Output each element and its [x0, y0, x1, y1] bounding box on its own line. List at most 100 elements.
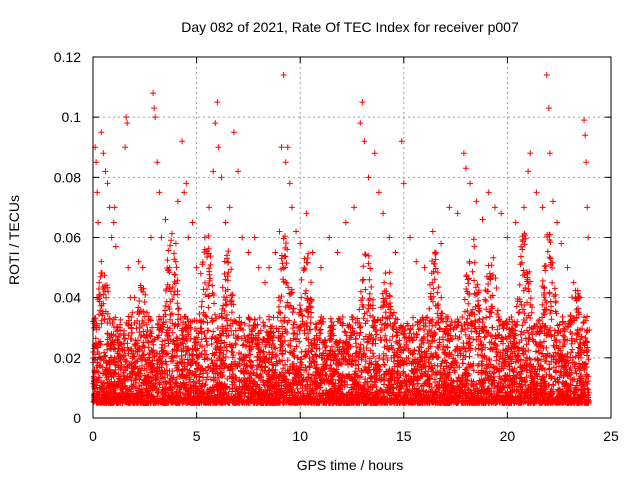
data-point — [438, 294, 445, 301]
data-point — [212, 120, 219, 127]
data-point — [333, 356, 340, 363]
data-point — [522, 335, 529, 342]
data-point — [342, 219, 349, 226]
data-point — [93, 159, 100, 166]
data-point — [491, 204, 498, 211]
data-point — [215, 144, 222, 151]
data-point — [183, 180, 190, 187]
data-point — [203, 338, 210, 345]
data-point — [364, 339, 371, 346]
data-point — [519, 322, 526, 329]
data-point — [202, 335, 209, 342]
data-point — [291, 319, 298, 326]
data-point — [382, 270, 389, 277]
data-point — [228, 266, 235, 273]
data-point — [548, 303, 555, 310]
data-point — [371, 150, 378, 157]
data-point — [549, 264, 556, 271]
data-marks — [90, 72, 593, 406]
data-point — [581, 117, 588, 124]
data-point — [461, 296, 468, 303]
data-point — [125, 264, 132, 271]
data-point — [413, 258, 420, 265]
data-point — [185, 234, 192, 241]
data-point — [95, 219, 102, 226]
data-point — [392, 249, 399, 256]
data-point — [527, 150, 534, 157]
data-point — [366, 276, 373, 283]
data-point — [201, 354, 208, 361]
data-point — [504, 234, 511, 241]
data-point — [309, 371, 316, 378]
data-point — [482, 333, 489, 340]
data-point — [201, 347, 208, 354]
data-point — [455, 335, 462, 342]
data-point — [471, 277, 477, 284]
data-point — [389, 333, 396, 340]
data-point — [174, 300, 181, 307]
data-point — [499, 335, 506, 342]
data-point — [283, 240, 290, 247]
data-point — [273, 352, 280, 359]
data-point — [144, 338, 151, 345]
data-point — [525, 168, 532, 175]
data-point — [96, 311, 103, 318]
data-point — [225, 259, 232, 266]
data-point — [361, 350, 368, 357]
data-point — [549, 198, 556, 205]
data-point — [564, 264, 571, 271]
data-point — [568, 349, 575, 356]
data-point — [496, 356, 503, 363]
data-point — [123, 114, 130, 121]
data-point — [387, 280, 394, 287]
data-point — [98, 258, 105, 265]
data-point — [410, 314, 417, 321]
data-point — [297, 240, 304, 247]
data-point — [400, 180, 407, 187]
data-point — [362, 286, 369, 293]
data-point — [251, 234, 258, 241]
data-point — [357, 341, 364, 348]
data-point — [465, 300, 472, 307]
data-point — [275, 294, 282, 301]
data-point — [361, 138, 368, 145]
data-point — [392, 319, 399, 326]
data-point — [548, 316, 555, 323]
data-point — [262, 343, 269, 350]
data-point — [426, 326, 433, 333]
data-point — [162, 311, 169, 318]
data-point — [368, 283, 375, 290]
data-point — [357, 329, 364, 336]
data-point — [482, 297, 489, 304]
data-point — [485, 189, 492, 196]
data-point — [426, 305, 433, 312]
data-point — [129, 309, 136, 316]
data-point — [206, 265, 213, 272]
data-point — [460, 360, 467, 367]
data-point — [373, 331, 380, 338]
data-point — [148, 234, 155, 241]
data-point — [357, 323, 364, 330]
data-point — [370, 314, 377, 321]
data-point — [168, 230, 175, 237]
data-point — [207, 261, 214, 268]
data-point — [303, 210, 310, 217]
data-point — [210, 168, 217, 175]
data-point — [341, 328, 348, 335]
data-point — [209, 282, 216, 289]
data-point — [498, 210, 505, 217]
data-point — [360, 276, 367, 283]
data-point — [572, 353, 579, 360]
data-point — [288, 204, 295, 211]
data-point — [533, 189, 540, 196]
data-point — [151, 105, 158, 112]
data-point — [174, 306, 181, 313]
data-point — [287, 291, 294, 298]
data-point — [479, 315, 486, 322]
data-point — [277, 347, 284, 354]
data-point — [275, 303, 282, 310]
data-point — [520, 204, 527, 211]
data-point — [360, 315, 367, 322]
data-point — [521, 241, 528, 248]
data-point — [362, 252, 369, 259]
